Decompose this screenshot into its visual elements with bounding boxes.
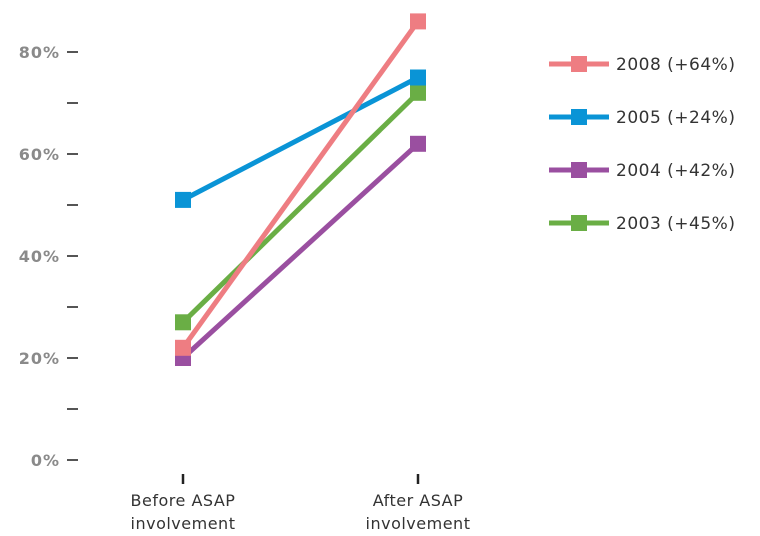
x-axis: Before ASAP involvement After ASAP involvem… [131,474,471,533]
legend-label: 2003 (+45%) [616,214,735,234]
legend: 2008 (+64%) 2005 (+24%) 2004 (+42%) 2003 (+… [549,55,735,234]
data-point-marker [410,135,426,152]
legend-swatch-marker [571,215,587,231]
series-2003 [175,84,426,331]
y-axis: 0% 20% 40% 60% 80% [19,43,78,470]
x-tick-label: involvement [366,514,471,533]
y-tick-label: 40% [19,247,60,266]
x-tick-label: After ASAP [373,491,464,510]
legend-item: 2003 (+45%) [549,214,735,234]
series-2004 [175,135,426,366]
y-tick-label: 20% [19,349,60,368]
legend-swatch-marker [571,56,587,72]
series-line [181,91,420,325]
series-2005 [175,69,426,208]
legend-label: 2004 (+42%) [616,161,735,181]
series-2008 [175,13,426,356]
y-tick-label: 80% [19,43,60,62]
legend-label: 2005 (+24%) [616,108,735,128]
data-point-marker [410,69,426,86]
y-tick-label: 60% [19,145,60,164]
y-tick-label: 0% [31,451,60,470]
data-point-marker [175,191,191,208]
legend-swatch-marker [571,162,587,178]
data-point-marker [175,314,191,331]
x-tick-label: Before ASAP [131,491,236,510]
series-line [181,75,420,203]
data-point-marker [410,84,426,101]
data-point-marker [175,339,191,356]
legend-item: 2008 (+64%) [549,55,735,75]
legend-label: 2008 (+64%) [616,55,735,75]
series-line [180,19,421,350]
series-layer [175,13,426,366]
legend-item: 2005 (+24%) [549,108,735,128]
data-point-marker [410,13,426,30]
x-tick-label: involvement [131,514,236,533]
legend-swatch-marker [571,109,587,125]
legend-item: 2004 (+42%) [549,161,735,181]
series-line [181,141,420,360]
